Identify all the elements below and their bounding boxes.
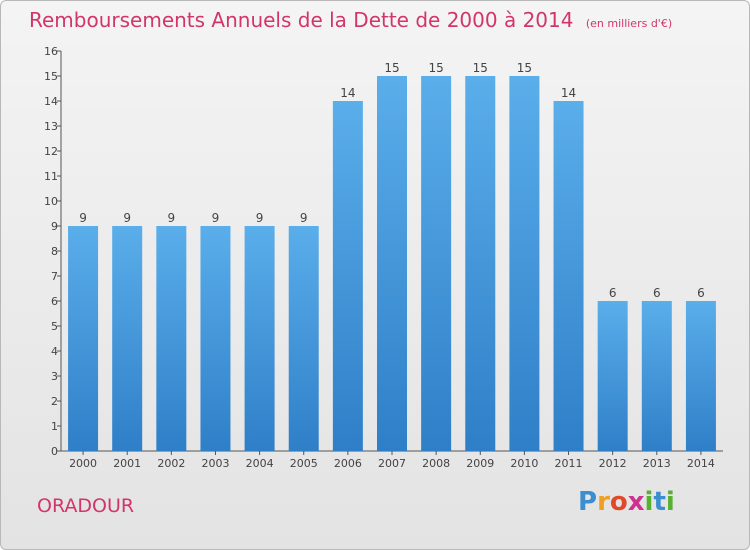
x-tick-label: 2013	[643, 457, 671, 470]
y-tick-label: 13	[44, 120, 58, 133]
y-tick-label: 10	[44, 195, 58, 208]
x-tick-label: 2004	[246, 457, 274, 470]
chart-title-text: Remboursements Annuels de la Dette de 20…	[29, 8, 574, 32]
x-tick-label: 2007	[378, 457, 406, 470]
y-tick-label: 3	[51, 370, 58, 383]
x-tick-label: 2014	[687, 457, 715, 470]
bar-value-label: 9	[256, 211, 264, 225]
x-tick-label: 2006	[334, 457, 362, 470]
y-tick-label: 6	[51, 295, 58, 308]
y-tick-label: 9	[51, 220, 58, 233]
y-tick-label: 7	[51, 270, 58, 283]
bar-value-label: 9	[300, 211, 308, 225]
y-tick-label: 8	[51, 245, 58, 258]
y-tick-label: 4	[51, 345, 58, 358]
bar-value-label: 15	[517, 61, 532, 75]
bar-2000	[68, 226, 99, 451]
bar-2010	[509, 76, 540, 451]
bar-value-label: 6	[653, 286, 661, 300]
x-tick-label: 2011	[555, 457, 583, 470]
bar-2012	[597, 301, 628, 451]
bar-2007	[377, 76, 407, 451]
bar-2001	[112, 226, 143, 451]
x-tick-label: 2009	[466, 457, 494, 470]
y-tick-label: 14	[44, 95, 58, 108]
proxiti-logo: Proxiti	[578, 487, 675, 517]
bar-value-label: 9	[212, 211, 220, 225]
x-tick-label: 2012	[599, 457, 627, 470]
y-tick-label: 12	[44, 145, 58, 158]
bar-value-label: 9	[79, 211, 87, 225]
bar-2006	[332, 101, 363, 451]
chart-title: Remboursements Annuels de la Dette de 20…	[29, 8, 672, 32]
y-tick-label: 11	[44, 170, 58, 183]
x-tick-label: 2002	[157, 457, 185, 470]
y-tick-label: 1	[51, 420, 58, 433]
x-tick-label: 2008	[422, 457, 450, 470]
bar-value-label: 6	[697, 286, 705, 300]
bar-2009	[465, 76, 496, 451]
bar-2011	[553, 101, 584, 451]
x-tick-label: 2003	[201, 457, 229, 470]
y-tick-label: 15	[44, 70, 58, 83]
bar-2014	[685, 301, 716, 451]
y-tick-label: 5	[51, 320, 58, 333]
bar-2008	[421, 76, 452, 451]
bar-value-label: 15	[473, 61, 488, 75]
x-tick-label: 2000	[69, 457, 97, 470]
x-tick-label: 2001	[113, 457, 141, 470]
bar-value-label: 14	[561, 86, 576, 100]
chart-unit: (en milliers d'€)	[585, 17, 673, 30]
bar-2002	[156, 226, 187, 451]
place-name: ORADOUR	[37, 495, 135, 517]
bar-value-label: 9	[168, 211, 176, 225]
y-tick-label: 2	[51, 395, 58, 408]
x-tick-label: 2010	[510, 457, 538, 470]
bar-value-label: 15	[428, 61, 443, 75]
bar-value-label: 6	[609, 286, 617, 300]
bar-value-label: 14	[340, 86, 355, 100]
bar-2003	[200, 226, 231, 451]
x-tick-label: 2005	[290, 457, 318, 470]
bar-2004	[244, 226, 275, 451]
bar-value-label: 9	[123, 211, 131, 225]
y-tick-label: 0	[51, 445, 58, 458]
bar-value-label: 15	[384, 61, 399, 75]
bar-2013	[641, 301, 672, 451]
y-tick-label: 16	[44, 45, 58, 58]
bar-2005	[288, 226, 319, 451]
